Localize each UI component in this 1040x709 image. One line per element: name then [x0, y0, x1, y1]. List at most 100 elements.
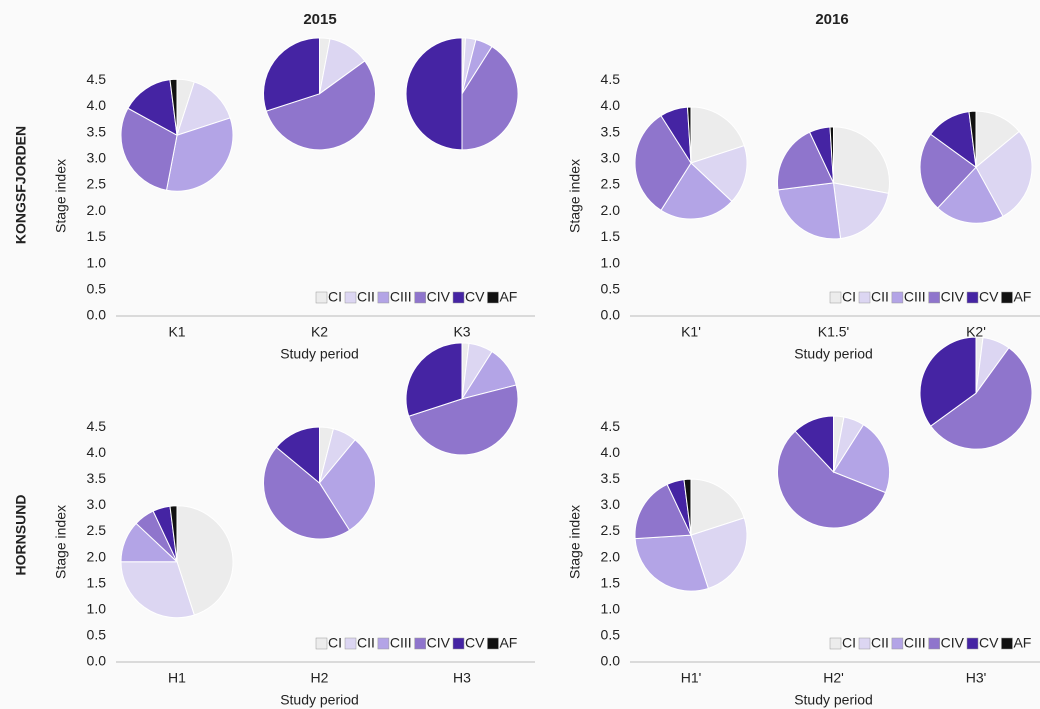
x-tick-label: K1'	[681, 324, 701, 340]
pie-slice	[176, 505, 234, 616]
y-tick-label: 0.5	[87, 281, 107, 297]
legend-label: CII	[357, 289, 375, 305]
y-tick-label: 1.0	[601, 601, 621, 617]
y-tick-label: 2.0	[87, 548, 107, 564]
legend-label: AF	[1013, 635, 1031, 651]
legend-label: CIII	[390, 635, 412, 651]
pie-slice	[165, 117, 234, 192]
legend-label: CI	[842, 289, 856, 305]
legend-label: CIV	[427, 289, 451, 305]
legend-label: CV	[465, 635, 485, 651]
legend-swatch	[377, 291, 390, 304]
y-tick-label: 3.5	[601, 123, 621, 139]
pie-slice	[777, 131, 835, 191]
legend-swatch	[315, 637, 328, 650]
y-tick-label: 1.0	[87, 601, 107, 617]
pie-slice	[127, 79, 178, 137]
legend-swatch	[891, 637, 904, 650]
pie-slice	[690, 106, 745, 164]
legend-label: CIV	[941, 635, 965, 651]
pie-slice	[634, 115, 692, 211]
pie-slice	[968, 110, 977, 168]
legend-swatch	[377, 637, 390, 650]
x-tick-label: H1'	[681, 670, 702, 686]
pie-slice	[832, 424, 890, 494]
pie-slice	[777, 182, 842, 240]
x-tick-label: H1	[168, 670, 186, 686]
legend-label: CII	[871, 289, 889, 305]
y-tick-label: 1.5	[601, 574, 621, 590]
row-label: KONGSFJORDEN	[13, 126, 29, 244]
y-tick-label: 4.5	[601, 71, 621, 87]
y-tick-label: 3.0	[601, 496, 621, 512]
y-tick-label: 0.0	[87, 653, 107, 669]
pie-slice	[405, 342, 463, 417]
legend-label: AF	[1013, 289, 1031, 305]
legend-label: CI	[328, 635, 342, 651]
y-tick-label: 2.5	[601, 522, 621, 538]
y-tick-label: 1.5	[601, 228, 621, 244]
pie-slice	[919, 336, 977, 427]
pie-slice	[169, 78, 178, 136]
y-tick-label: 0.0	[87, 307, 107, 323]
x-axis-label: Study period	[794, 692, 873, 708]
y-axis-label: Stage index	[567, 159, 583, 233]
panel-title: 2015	[303, 11, 336, 28]
y-tick-label: 3.5	[87, 123, 107, 139]
x-tick-label: K2'	[966, 324, 986, 340]
legend-swatch	[858, 291, 871, 304]
legend-label: CIV	[941, 289, 965, 305]
pie-slice	[929, 347, 1033, 450]
legend-label: CI	[328, 289, 342, 305]
legend-label: CIII	[904, 289, 926, 305]
x-tick-label: H2	[311, 670, 329, 686]
legend-label: CV	[465, 289, 485, 305]
legend-swatch	[966, 637, 979, 650]
x-tick-label: H2'	[823, 670, 844, 686]
y-axis-label: Stage index	[53, 159, 69, 233]
y-tick-label: 4.0	[87, 97, 107, 113]
legend-swatch	[928, 637, 940, 650]
legend-swatch	[487, 291, 499, 304]
y-tick-label: 2.0	[601, 548, 621, 564]
pie-slice	[265, 60, 376, 151]
legend-label: CIII	[904, 635, 926, 651]
pie-slice	[936, 166, 1004, 224]
legend-swatch	[344, 291, 357, 304]
pie-slice	[777, 430, 887, 529]
legend-swatch	[1001, 291, 1013, 304]
legend-swatch	[315, 291, 328, 304]
y-tick-label: 1.5	[87, 228, 107, 244]
y-tick-label: 3.5	[601, 470, 621, 486]
y-tick-label: 4.0	[601, 444, 621, 460]
legend-swatch	[829, 637, 842, 650]
panel-title: 2016	[815, 11, 848, 28]
y-tick-label: 2.5	[87, 522, 107, 538]
pie-slice	[690, 517, 748, 590]
y-axis-label: Stage index	[53, 505, 69, 579]
pie-slice	[829, 126, 834, 183]
legend-swatch	[414, 637, 426, 650]
legend-label: CIV	[427, 635, 451, 651]
row-label: HORNSUND	[13, 495, 29, 576]
legend-label: CII	[357, 635, 375, 651]
y-tick-label: 3.5	[87, 470, 107, 486]
x-tick-label: H3	[453, 670, 471, 686]
pie-slice	[461, 45, 519, 151]
pie-slice	[833, 126, 890, 194]
y-tick-label: 2.0	[87, 202, 107, 218]
y-tick-label: 2.5	[87, 176, 107, 192]
x-tick-label: K1	[168, 324, 185, 340]
pie-slice	[660, 162, 733, 220]
legend-swatch	[1001, 637, 1013, 650]
y-tick-label: 1.5	[87, 574, 107, 590]
legend-swatch	[414, 291, 426, 304]
pie-slice	[169, 505, 178, 562]
legend-label: AF	[499, 289, 517, 305]
pie-slice	[690, 145, 748, 203]
y-tick-label: 4.0	[601, 97, 621, 113]
pie-slice	[263, 37, 320, 112]
y-axis-label: Stage index	[567, 505, 583, 579]
legend-swatch	[487, 637, 499, 650]
